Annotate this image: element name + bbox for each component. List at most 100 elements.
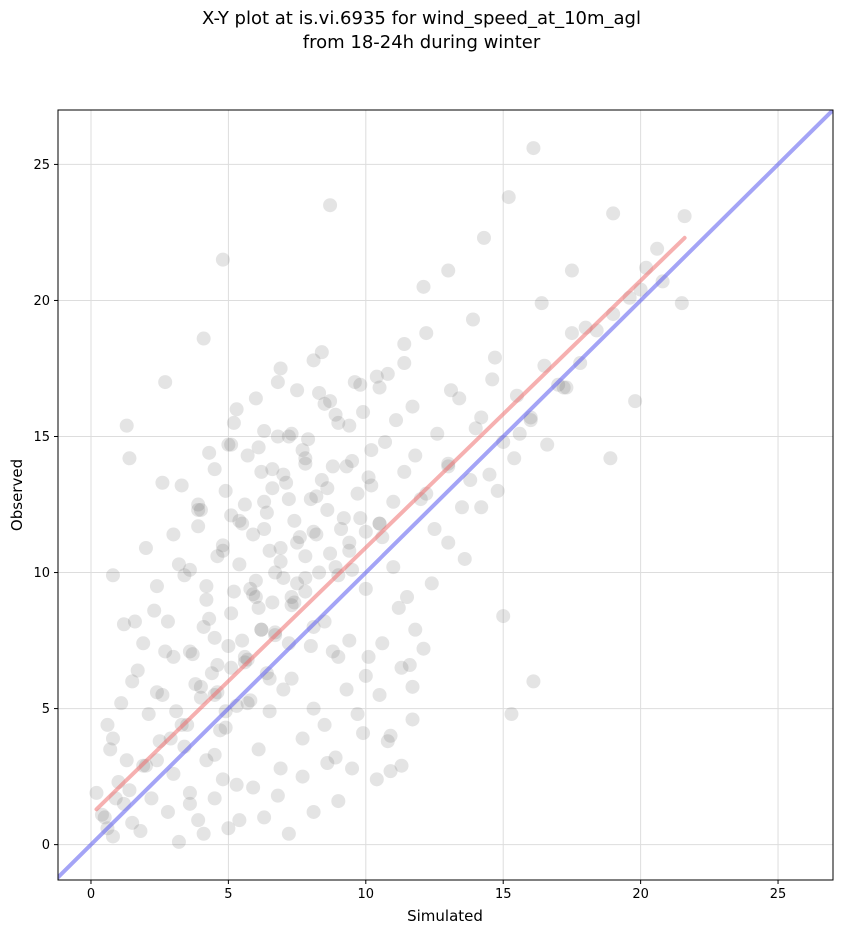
- scatter-point: [314, 473, 329, 488]
- scatter-point: [375, 636, 390, 651]
- scatter-point: [155, 475, 170, 490]
- x-tick-label: 20: [632, 887, 649, 902]
- scatter-point: [257, 424, 272, 439]
- scatter-point: [306, 804, 321, 819]
- scatter-point: [191, 502, 206, 517]
- scatter-point: [232, 513, 247, 528]
- scatter-point: [130, 663, 145, 678]
- scatter-point: [257, 494, 272, 509]
- scatter-point: [254, 622, 269, 637]
- scatter-point: [383, 764, 398, 779]
- scatter-point: [248, 573, 263, 588]
- scatter-point: [89, 785, 104, 800]
- scatter-point: [224, 508, 239, 523]
- scatter-point: [397, 336, 412, 351]
- scatter-point: [628, 394, 643, 409]
- scatter-point: [408, 448, 423, 463]
- scatter-point: [441, 456, 456, 471]
- x-tick-label: 25: [770, 887, 787, 902]
- scatter-point: [240, 696, 255, 711]
- scatter-point: [204, 666, 219, 681]
- scatter-point: [254, 464, 269, 479]
- scatter-point: [251, 742, 266, 757]
- scatter-point: [191, 813, 206, 828]
- scatter-point: [215, 538, 230, 553]
- y-axis-label: Observed: [8, 459, 26, 531]
- scatter-point: [677, 209, 692, 224]
- scatter-point: [254, 622, 269, 637]
- scatter-point: [199, 592, 214, 607]
- scatter-point: [94, 807, 109, 822]
- scatter-point: [317, 717, 332, 732]
- scatter-point: [306, 353, 321, 368]
- scatter-point: [336, 511, 351, 526]
- scatter-point: [235, 516, 250, 531]
- scatter-point: [380, 734, 395, 749]
- scatter-point: [160, 614, 175, 629]
- x-tick-label: 15: [495, 887, 512, 902]
- scatter-point: [105, 568, 120, 583]
- scatter-point: [331, 794, 346, 809]
- scatter-point: [196, 331, 211, 346]
- scatter-point: [257, 522, 272, 537]
- scatter-point: [147, 603, 162, 618]
- scatter-point: [191, 519, 206, 534]
- scatter-point: [298, 584, 313, 599]
- scatter-point: [125, 674, 140, 689]
- scatter-point: [298, 570, 313, 585]
- scatter-point: [301, 432, 316, 447]
- scatter-point: [182, 562, 197, 577]
- scatter-point: [166, 527, 181, 542]
- scatter-point: [356, 726, 371, 741]
- scatter-point: [331, 415, 346, 430]
- scatter-point: [290, 535, 305, 550]
- scatter-point: [345, 453, 360, 468]
- scatter-point: [235, 633, 250, 648]
- scatter-point: [320, 502, 335, 517]
- scatter-point: [350, 707, 365, 722]
- scatter-point: [281, 492, 296, 507]
- scatter-point: [345, 761, 360, 776]
- scatter-point: [501, 190, 516, 205]
- scatter-point: [218, 483, 233, 498]
- scatter-point: [309, 527, 324, 542]
- scatter-point: [323, 546, 338, 561]
- scatter-point: [191, 497, 206, 512]
- scatter-point: [361, 470, 376, 485]
- chart-title: X-Y plot at is.vi.6935 for wind_speed_at…: [0, 7, 843, 55]
- scatter-point: [353, 377, 368, 392]
- scatter-point: [251, 440, 266, 455]
- scatter-point: [177, 568, 192, 583]
- scatter-point: [356, 405, 371, 420]
- scatter-point: [512, 426, 527, 441]
- scatter-point: [105, 829, 120, 844]
- scatter-point: [265, 481, 280, 496]
- scatter-point: [268, 565, 283, 580]
- scatter-point: [246, 780, 261, 795]
- scatter-point: [372, 516, 387, 531]
- scatter-point: [342, 535, 357, 550]
- scatter-point: [358, 581, 373, 596]
- scatter-point: [188, 677, 203, 692]
- scatter-point: [276, 467, 291, 482]
- scatter-point: [526, 141, 541, 156]
- scatter-point: [454, 500, 469, 515]
- scatter-point: [265, 462, 280, 477]
- scatter-point: [182, 796, 197, 811]
- scatter-point: [270, 429, 285, 444]
- scatter-point: [292, 530, 307, 545]
- scatter-point: [298, 549, 313, 564]
- scatter-point: [397, 464, 412, 479]
- scatter-point: [149, 579, 164, 594]
- scatter-point: [342, 543, 357, 558]
- scatter-point: [347, 375, 362, 390]
- scatter-point: [526, 674, 541, 689]
- identity-line: [58, 110, 833, 880]
- scatter-point: [213, 723, 228, 738]
- scatter-point: [133, 824, 148, 839]
- scatter-point: [564, 263, 579, 278]
- scatter-point: [207, 630, 222, 645]
- scatter-point: [196, 619, 211, 634]
- scatter-point: [100, 717, 115, 732]
- scatter-point: [196, 826, 211, 841]
